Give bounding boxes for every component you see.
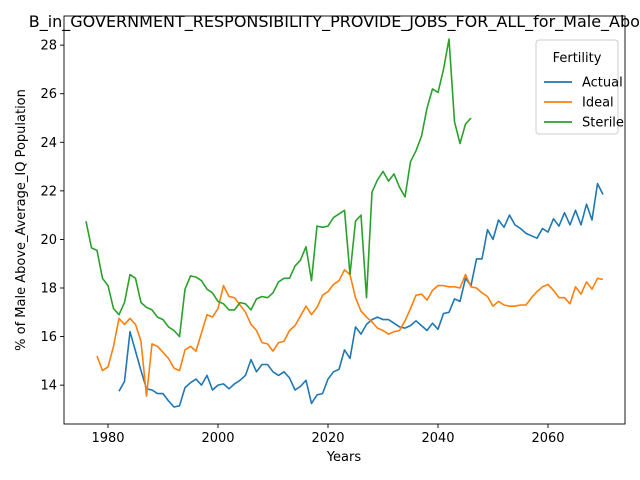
legend-box (535, 39, 619, 135)
y-tick-label: 16 (40, 330, 57, 345)
x-tick-label: 2040 (421, 431, 454, 446)
legend-label-ideal: Ideal (582, 96, 614, 111)
y-tick-label: 14 (40, 379, 57, 394)
legend-label-actual: Actual (582, 76, 623, 91)
plot-frame (63, 15, 626, 425)
series-line-actual (118, 182, 604, 408)
y-tick-label: 28 (40, 39, 57, 54)
y-axis: 14 16 18 20 22 24 26 28 (40, 39, 64, 394)
legend: Fertility Actual Ideal Sterile (535, 39, 624, 135)
x-axis: 1980 2000 2020 2040 2060 (91, 424, 565, 446)
legend-title: Fertility (553, 51, 602, 66)
x-tick-label: 2060 (531, 431, 564, 446)
x-axis-label: Years (326, 450, 362, 465)
y-axis-label: % of Male Above_Average_IQ Population (14, 89, 29, 351)
y-tick-label: 26 (40, 87, 57, 102)
y-tick-label: 24 (40, 136, 57, 151)
series-lines (85, 38, 604, 408)
series-line-sterile (85, 38, 472, 338)
y-tick-label: 22 (40, 184, 57, 199)
y-tick-label: 18 (40, 282, 57, 297)
y-tick-label: 20 (40, 233, 57, 248)
x-tick-label: 2020 (311, 431, 344, 446)
series-line-ideal (96, 268, 604, 397)
chart-title: B_in_GOVERNMENT_RESPONSIBILITY_PROVIDE_J… (29, 12, 640, 32)
legend-label-sterile: Sterile (582, 116, 624, 131)
x-tick-label: 2000 (201, 431, 234, 446)
x-tick-label: 1980 (91, 431, 124, 446)
